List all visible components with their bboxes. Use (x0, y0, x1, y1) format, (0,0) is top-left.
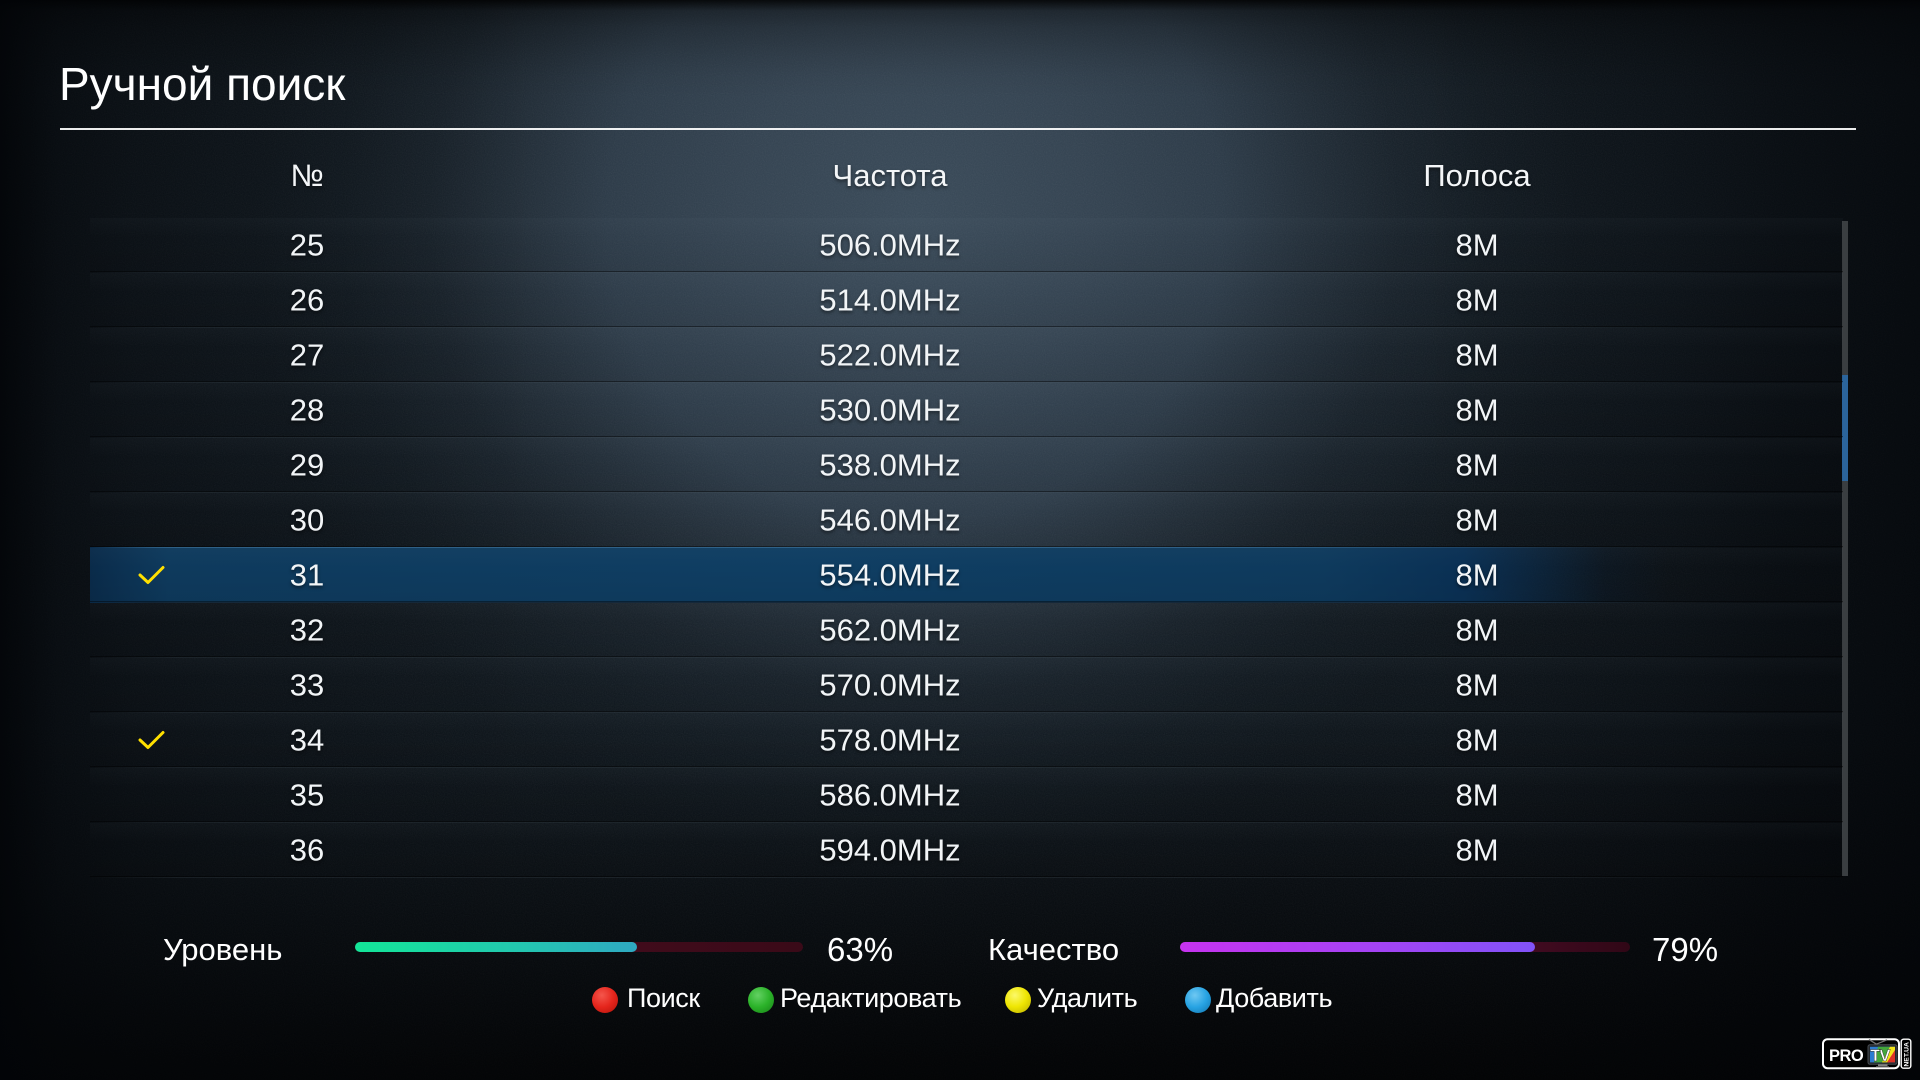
svg-text:TV: TV (1870, 1046, 1891, 1065)
svg-text:NET.UA: NET.UA (1904, 1042, 1911, 1067)
svg-text:PRO: PRO (1829, 1047, 1864, 1065)
